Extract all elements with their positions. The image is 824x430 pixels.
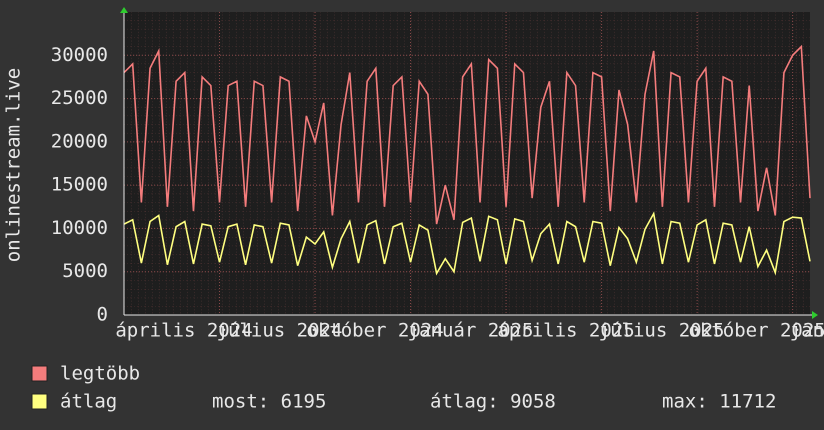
x-tick-label: október 2025 [688,320,824,342]
legend-label: átlag [60,391,117,413]
x-tick-label: április 2025 [497,320,634,342]
x-tick-label: július 2024 [217,320,343,342]
series-line [123,211,811,276]
y-arrow [120,7,128,13]
legend-swatch [31,365,48,382]
lines [123,44,811,276]
legend-label: legtöbb [60,363,140,385]
labels: 0 5000 10000 15000 20000 25000 30000 április 20… [31,44,824,413]
x-tick-label: április 2024 [115,320,252,342]
y-tick-label: 0 [97,304,108,326]
legend-swatch [31,393,48,410]
y-tick-label: 5000 [62,260,108,282]
legend-stat: átlag: 9058 [430,391,556,413]
y-tick-label: 20000 [51,130,108,152]
x-tick-label: január 2026 [790,320,824,342]
y-tick-label: 15000 [51,174,108,196]
x-tick-label: október 2024 [306,320,443,342]
series-line [123,44,811,225]
legend-stat: max: 11712 [662,391,776,413]
minor-grid [124,12,810,315]
y-axis-label: onlinestream.live [3,68,25,262]
x-arrow [812,311,818,319]
y-tick-label: 10000 [51,217,108,239]
x-tick-label: január 2025 [408,320,534,342]
legend-stat: most: 6195 [212,391,326,413]
y-tick-label: 30000 [51,44,108,66]
x-tick-label: július 2025 [599,320,725,342]
y-tick-label: 25000 [51,87,108,109]
